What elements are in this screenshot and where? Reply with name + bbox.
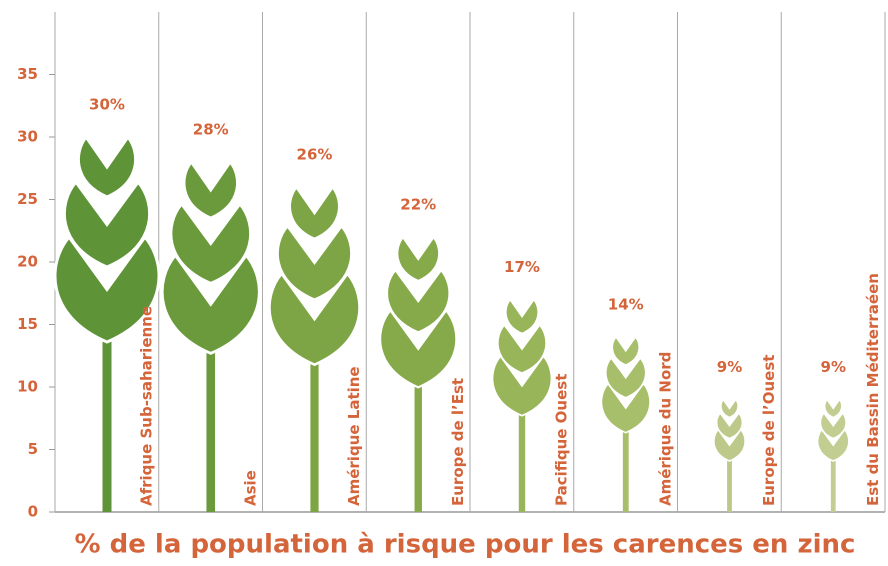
category-label: Asie <box>241 470 259 506</box>
value-label: 26% <box>297 146 333 164</box>
wheat <box>493 300 552 513</box>
y-tick-label: 10 <box>17 378 38 396</box>
value-label: 9% <box>821 358 846 376</box>
value-label: 22% <box>400 196 436 214</box>
category-label: Europe de l’Ouest <box>760 355 778 506</box>
ear-tier <box>506 300 538 334</box>
category-label: Est du Bassin Méditerraéen <box>864 273 882 506</box>
y-tick-label: 0 <box>28 503 38 521</box>
ear-tier <box>397 237 439 281</box>
ear-tier <box>184 162 237 218</box>
ear-tier <box>290 187 340 239</box>
category-label: Pacifique Ouest <box>553 374 571 506</box>
wheat <box>162 162 259 512</box>
category-label: Europe de l’Est <box>449 378 467 506</box>
value-label: 30% <box>89 96 125 114</box>
stem <box>415 380 422 512</box>
y-tick-label: 15 <box>17 315 38 333</box>
stem <box>519 410 525 512</box>
y-tick-label: 30 <box>17 128 38 146</box>
stem <box>831 458 836 512</box>
ear-tier <box>721 400 738 418</box>
value-label: 14% <box>608 296 644 314</box>
ear-tier <box>825 400 842 418</box>
category-label: Amérique du Nord <box>656 352 674 506</box>
stem <box>206 344 215 512</box>
wheat <box>818 400 849 513</box>
value-label: 28% <box>193 121 229 139</box>
wheat <box>714 400 745 513</box>
value-label: 17% <box>504 258 540 276</box>
stem <box>727 458 732 512</box>
wheat <box>601 337 650 512</box>
ear-tier <box>612 337 639 365</box>
y-tick-label: 25 <box>17 190 38 208</box>
y-tick-label: 20 <box>17 253 38 271</box>
wheat <box>380 237 456 512</box>
chart-title: % de la population à risque pour les car… <box>75 530 856 560</box>
ear-tier <box>78 137 135 197</box>
stem <box>310 356 318 512</box>
stem <box>623 428 629 512</box>
stem <box>103 332 112 512</box>
y-tick-label: 35 <box>17 65 38 83</box>
chart: % de la population à risque pour les car… <box>0 0 888 562</box>
category-label: Amérique Latine <box>345 366 363 506</box>
category-label: Afrique Sub-saharienne <box>138 306 156 506</box>
value-label: 9% <box>717 358 742 376</box>
y-tick-label: 5 <box>28 440 38 458</box>
